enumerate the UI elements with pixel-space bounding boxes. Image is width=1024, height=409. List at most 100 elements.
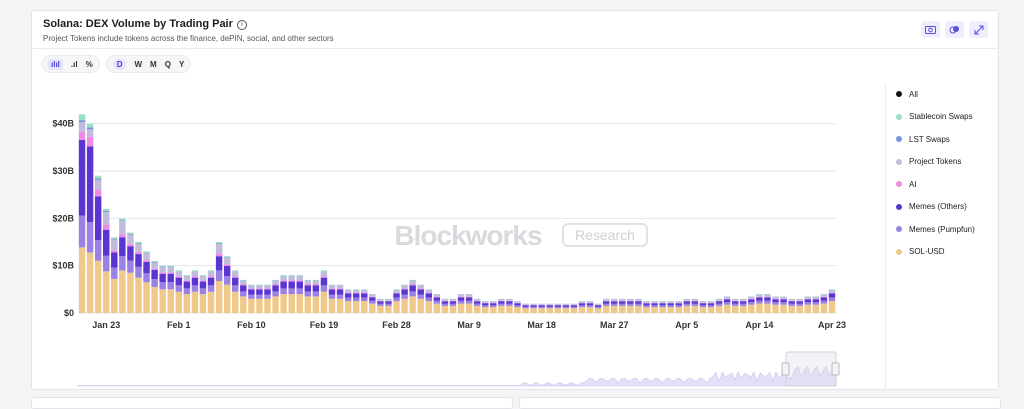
bar-segment xyxy=(401,299,407,313)
bar-segment xyxy=(603,304,609,306)
navigator-handle-right[interactable] xyxy=(832,363,839,375)
bar-segment xyxy=(385,301,391,304)
bar-segment xyxy=(151,263,157,269)
bar-segment xyxy=(184,276,190,280)
bar-segment xyxy=(151,262,157,263)
bar-segment xyxy=(788,299,794,301)
bar-segment xyxy=(224,285,230,313)
bar-segment xyxy=(522,308,528,313)
bar-segment xyxy=(87,124,93,128)
bar-segment xyxy=(409,296,415,313)
bar-segment xyxy=(297,294,303,313)
bar-segment xyxy=(200,288,206,294)
bar-segment xyxy=(684,304,690,306)
bar-segment xyxy=(256,295,262,299)
bar-segment xyxy=(571,307,577,308)
y-tick-label: $10B xyxy=(52,261,74,271)
bar-segment xyxy=(796,304,802,306)
bar-segment xyxy=(829,293,835,297)
bar-segment xyxy=(224,266,230,276)
bar-segment xyxy=(200,294,206,313)
bar-segment xyxy=(684,306,690,313)
bar-segment xyxy=(813,305,819,313)
y-tick-label: $0 xyxy=(64,308,74,318)
x-tick-label: Feb 1 xyxy=(167,320,191,330)
bar-segment xyxy=(466,297,472,300)
bar-segment xyxy=(272,286,278,292)
bar-segment xyxy=(756,297,762,300)
bar-segment xyxy=(667,302,673,303)
bar-segment xyxy=(385,299,391,301)
bar-segment xyxy=(377,299,383,301)
bar-segment xyxy=(79,122,85,132)
bar-segment xyxy=(514,305,520,307)
bar-segment xyxy=(530,304,536,305)
bar-segment xyxy=(466,301,472,304)
bar-segment xyxy=(337,299,343,313)
bar-segment xyxy=(192,272,198,277)
bar-segment xyxy=(401,289,407,294)
bar-segment xyxy=(143,253,149,260)
bar-segment xyxy=(200,282,206,289)
bar-segment xyxy=(530,305,536,307)
navigator-handle-left[interactable] xyxy=(782,363,789,375)
bar-segment xyxy=(805,299,811,300)
bar-segment xyxy=(619,301,625,304)
bar-segment xyxy=(200,276,206,280)
bar-segment xyxy=(95,189,101,196)
bar-segment xyxy=(224,257,230,258)
bar-segment xyxy=(571,308,577,313)
bar-segment xyxy=(635,306,641,313)
bar-segment xyxy=(611,306,617,313)
bar-segment xyxy=(135,242,141,243)
bar-segment xyxy=(611,301,617,304)
bar-segment xyxy=(796,301,802,304)
bar-segment xyxy=(329,285,335,286)
bar-segment xyxy=(240,296,246,313)
bar-segment xyxy=(321,292,327,313)
bar-segment xyxy=(240,291,246,296)
bar-segment xyxy=(700,303,706,305)
bar-segment xyxy=(151,270,157,279)
x-tick-label: Feb 10 xyxy=(237,320,266,330)
bar-segment xyxy=(450,301,456,304)
bar-segment xyxy=(667,307,673,313)
y-tick-label: $20B xyxy=(52,213,74,223)
bar-segment xyxy=(740,299,746,301)
bar-segment xyxy=(805,302,811,304)
bar-segment xyxy=(708,302,714,303)
x-tick-label: Jan 23 xyxy=(92,320,120,330)
bar-segment xyxy=(280,280,286,281)
bar-segment xyxy=(821,304,827,313)
bar-segment xyxy=(716,299,722,301)
bar-segment xyxy=(79,120,85,122)
bar-segment xyxy=(377,304,383,306)
bar-segment xyxy=(87,137,93,146)
bar-segment xyxy=(466,295,472,297)
bar-segment xyxy=(498,301,504,304)
bar-segment xyxy=(401,285,407,286)
bar-segment xyxy=(401,289,407,290)
bar-segment xyxy=(208,276,214,277)
bar-segment xyxy=(571,305,577,307)
bar-segment xyxy=(361,298,367,302)
navigator-series[interactable] xyxy=(78,366,836,386)
bar-segment xyxy=(692,301,698,304)
bar-segment xyxy=(313,286,319,292)
bar-segment xyxy=(522,304,528,305)
bar-segment xyxy=(353,301,359,313)
navigator-window[interactable] xyxy=(786,352,836,386)
bar-segment xyxy=(490,303,496,305)
bar-segment xyxy=(87,222,93,252)
bar-segment xyxy=(385,306,391,313)
bar-segment xyxy=(329,289,335,294)
bar-segment xyxy=(305,285,311,286)
bar-segment xyxy=(143,273,149,282)
bar-segment xyxy=(643,305,649,307)
bar-segment xyxy=(248,299,254,313)
bar-segment xyxy=(393,293,399,294)
bar-segment xyxy=(119,237,125,256)
bar-segment xyxy=(538,308,544,313)
bar-segment xyxy=(716,304,722,306)
bar-segment xyxy=(474,301,480,304)
